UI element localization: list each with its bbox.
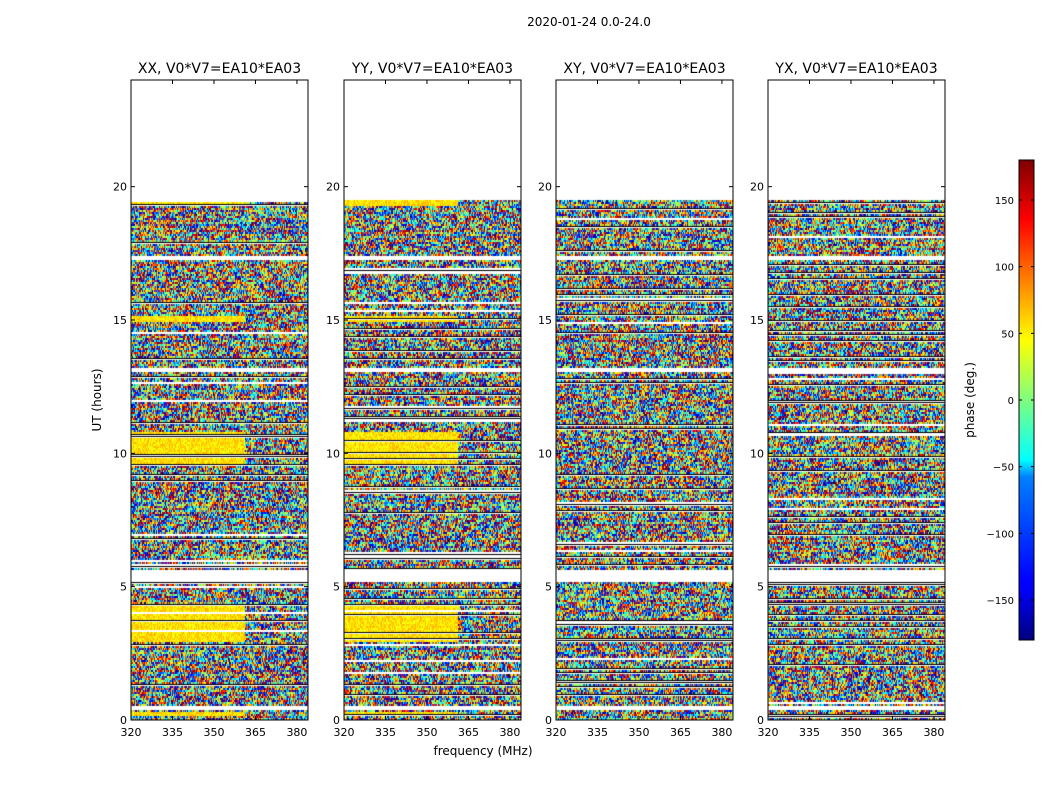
- phase-heatmap: [131, 80, 308, 720]
- colorbar-tick-label: 0: [1008, 396, 1014, 407]
- panel-xx: XX, V0*V7=EA10*EA03 320 335 350 365 380 0 5 10 15…: [113, 61, 309, 739]
- colorbar-tick-label: −100: [987, 529, 1014, 540]
- y-tick-label: 20: [538, 181, 552, 194]
- y-tick-label: 0: [757, 714, 764, 727]
- x-tick-label: 320: [334, 726, 355, 739]
- y-tick-label: 0: [120, 714, 127, 727]
- x-tick-label: 320: [758, 726, 779, 739]
- x-tick-label: 350: [628, 726, 649, 739]
- figure-suptitle: 2020-01-24 0.0-24.0: [527, 15, 651, 29]
- y-tick-label: 20: [326, 181, 340, 194]
- colorbar-tick-label: −150: [987, 596, 1014, 607]
- y-tick-label: 20: [113, 181, 127, 194]
- y-tick-label: 0: [333, 714, 340, 727]
- axes-frame: [555, 79, 734, 721]
- x-tick-label: 365: [670, 726, 691, 739]
- y-tick-label: 15: [538, 314, 552, 327]
- panel-title: XY, V0*V7=EA10*EA03: [563, 61, 725, 77]
- x-axis-label: frequency (MHz): [433, 744, 532, 758]
- panel-xy: XY, V0*V7=EA10*EA03 320 335 350 365 380 0 5 10 15…: [538, 61, 734, 739]
- colorbar-tick-label: 100: [995, 263, 1014, 274]
- x-tick-label: 350: [840, 726, 861, 739]
- x-tick-label: 320: [121, 726, 142, 739]
- y-tick-label: 10: [538, 447, 552, 460]
- y-tick-label: 15: [326, 314, 340, 327]
- x-tick-label: 335: [799, 726, 820, 739]
- y-tick-label: 20: [750, 181, 764, 194]
- x-tick-label: 365: [245, 726, 266, 739]
- axes-frame: [130, 79, 309, 721]
- y-tick-label: 15: [113, 314, 127, 327]
- x-tick-label: 380: [711, 726, 732, 739]
- y-tick-label: 5: [333, 581, 340, 594]
- x-tick-label: 380: [286, 726, 307, 739]
- panel-title: XX, V0*V7=EA10*EA03: [138, 61, 301, 77]
- x-tick-label: 350: [203, 726, 224, 739]
- panel-yy: YY, V0*V7=EA10*EA03 320 335 350 365 380 0 5 10 15…: [326, 61, 522, 739]
- colorbar-label: phase (deg.): [963, 362, 977, 438]
- x-tick-label: 335: [375, 726, 396, 739]
- y-tick-label: 5: [757, 581, 764, 594]
- x-tick-label: 365: [882, 726, 903, 739]
- x-tick-label: 380: [499, 726, 520, 739]
- colorbar: −150 −100 −50 0 50 100 150 phase (deg.): [963, 159, 1035, 641]
- x-tick-label: 350: [416, 726, 437, 739]
- phase-heatmap: [556, 80, 733, 720]
- y-tick-label: 0: [545, 714, 552, 727]
- colorbar-tick-label: 150: [995, 196, 1014, 207]
- colorbar-tick-label: 50: [1001, 329, 1014, 340]
- y-tick-label: 5: [120, 581, 127, 594]
- y-tick-label: 10: [750, 447, 764, 460]
- y-tick-label: 5: [545, 581, 552, 594]
- y-tick-label: 10: [326, 447, 340, 460]
- y-axis-label: UT (hours): [90, 368, 104, 431]
- x-tick-label: 365: [458, 726, 479, 739]
- x-tick-label: 335: [587, 726, 608, 739]
- y-tick-label: 15: [750, 314, 764, 327]
- panel-yx: YX, V0*V7=EA10*EA03 320 335 350 365 380 0 5 10 15…: [750, 61, 946, 739]
- colorbar-tick-label: −50: [993, 463, 1014, 474]
- panel-title: YX, V0*V7=EA10*EA03: [774, 61, 937, 77]
- x-tick-label: 335: [162, 726, 183, 739]
- axes-frame: [767, 79, 946, 721]
- x-tick-label: 380: [923, 726, 944, 739]
- x-tick-label: 320: [546, 726, 567, 739]
- axes-frame: [343, 79, 522, 721]
- phase-heatmap: [344, 80, 521, 720]
- phase-heatmap: [768, 80, 945, 720]
- panel-title: YY, V0*V7=EA10*EA03: [351, 61, 513, 77]
- y-tick-label: 10: [113, 447, 127, 460]
